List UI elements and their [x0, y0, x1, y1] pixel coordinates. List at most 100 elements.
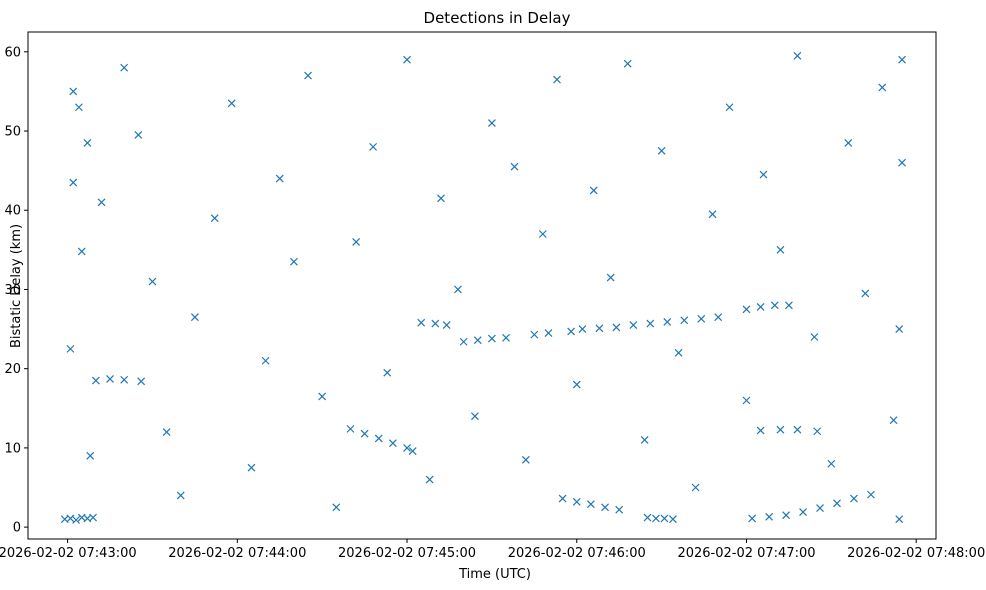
data-point — [417, 318, 426, 327]
data-point — [521, 455, 530, 464]
data-point — [106, 375, 114, 383]
data-point — [680, 316, 689, 325]
data-point — [553, 75, 561, 84]
data-point — [454, 285, 462, 294]
y-tick-label: 40 — [4, 204, 21, 219]
data-point — [660, 514, 669, 523]
data-point — [889, 416, 898, 425]
x-tick-label: 2026-02-02 07:43:00 — [0, 546, 137, 561]
x-tick-label: 2026-02-02 07:48:00 — [847, 546, 985, 561]
data-point — [247, 463, 256, 472]
x-tick-label: 2026-02-02 07:47:00 — [677, 546, 815, 561]
data-point — [663, 318, 672, 326]
data-point — [714, 313, 723, 322]
data-point — [895, 325, 904, 333]
data-point — [567, 327, 576, 336]
data-point — [137, 377, 146, 386]
data-point — [776, 245, 785, 254]
data-point — [601, 503, 609, 512]
data-point — [210, 214, 219, 223]
data-point — [261, 356, 270, 365]
data-point — [742, 305, 751, 314]
data-point — [708, 210, 717, 219]
data-point — [473, 336, 482, 345]
data-point — [844, 138, 853, 147]
data-point — [586, 500, 595, 509]
data-point — [674, 348, 683, 357]
data-point — [793, 425, 802, 434]
data-point — [669, 515, 677, 524]
data-point — [827, 459, 836, 468]
x-axis: 2026-02-02 07:43:00 2026-02-02 07:44:00 20… — [0, 539, 985, 561]
data-point — [459, 337, 468, 346]
plot-frame — [27, 31, 937, 540]
data-point — [782, 511, 791, 520]
data-point — [83, 138, 92, 147]
data-point — [502, 333, 510, 342]
data-point — [388, 439, 397, 448]
data-point — [612, 323, 621, 332]
data-point — [759, 170, 768, 179]
x-axis-title: Time (UTC) — [458, 567, 531, 582]
data-point — [572, 380, 581, 389]
data-point — [833, 499, 841, 508]
plot-area — [60, 51, 906, 524]
y-tick-label: 60 — [4, 45, 21, 60]
data-point — [652, 514, 660, 523]
data-point — [275, 174, 284, 183]
data-point — [69, 87, 78, 96]
data-point — [756, 426, 765, 435]
data-point — [437, 194, 445, 203]
data-point — [657, 146, 666, 155]
data-point — [765, 512, 774, 521]
data-point — [691, 483, 700, 492]
data-point — [148, 277, 157, 286]
data-point — [756, 302, 765, 311]
data-point — [640, 436, 649, 444]
data-point — [408, 447, 417, 455]
data-point — [606, 273, 615, 282]
y-axis: 0 10 20 30 40 50 60 — [4, 45, 28, 536]
data-point — [162, 428, 171, 436]
data-point — [134, 131, 143, 139]
data-point — [615, 505, 624, 514]
data-point — [558, 494, 567, 503]
data-point — [487, 119, 496, 128]
data-point — [487, 334, 496, 343]
x-tick-label: 2026-02-02 07:46:00 — [508, 546, 646, 561]
data-point — [623, 59, 632, 68]
data-point — [770, 301, 779, 310]
data-point — [66, 514, 75, 523]
data-point — [578, 325, 587, 333]
data-point — [799, 508, 807, 516]
data-point — [895, 515, 904, 524]
data-point — [867, 490, 875, 499]
data-point — [748, 514, 757, 523]
data-point — [538, 230, 547, 238]
data-point — [89, 513, 97, 522]
data-point — [69, 178, 78, 187]
data-point — [510, 162, 519, 171]
y-axis-title: Bistatic Delay (km) — [9, 224, 24, 348]
data-point — [589, 186, 598, 195]
data-point — [360, 429, 369, 438]
data-point — [742, 396, 751, 405]
data-point — [383, 368, 392, 377]
data-point — [74, 103, 83, 112]
data-point — [431, 319, 440, 328]
x-tick-label: 2026-02-02 07:44:00 — [168, 546, 306, 561]
y-tick-label: 50 — [4, 125, 21, 140]
data-point — [369, 142, 378, 151]
y-tick-label: 30 — [4, 283, 21, 298]
data-point — [813, 427, 822, 436]
data-point — [861, 289, 870, 298]
data-point — [190, 313, 199, 322]
data-point — [595, 324, 604, 333]
data-point — [91, 376, 100, 385]
data-point — [176, 491, 185, 500]
data-point — [643, 513, 652, 522]
data-point — [810, 333, 819, 341]
data-point — [471, 412, 479, 421]
data-point — [304, 71, 312, 80]
